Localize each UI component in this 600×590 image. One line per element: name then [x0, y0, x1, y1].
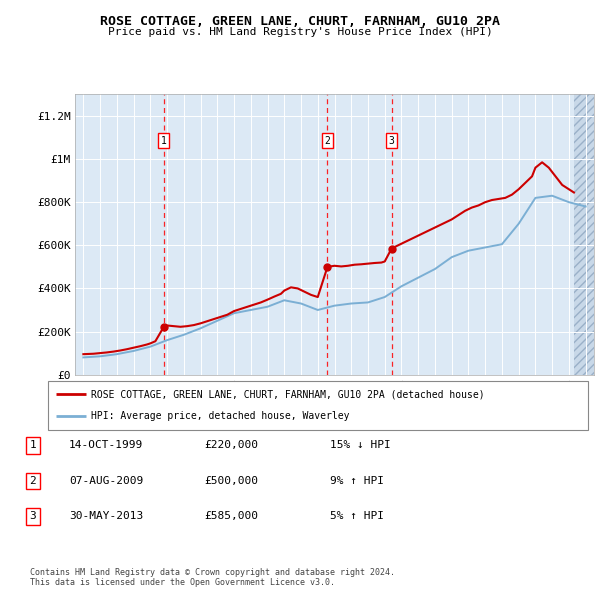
Text: 07-AUG-2009: 07-AUG-2009 [69, 476, 143, 486]
Text: 5% ↑ HPI: 5% ↑ HPI [330, 512, 384, 521]
FancyBboxPatch shape [48, 381, 588, 430]
Text: ROSE COTTAGE, GREEN LANE, CHURT, FARNHAM, GU10 2PA (detached house): ROSE COTTAGE, GREEN LANE, CHURT, FARNHAM… [91, 389, 485, 399]
Text: £500,000: £500,000 [204, 476, 258, 486]
Text: Price paid vs. HM Land Registry's House Price Index (HPI): Price paid vs. HM Land Registry's House … [107, 27, 493, 37]
Text: £585,000: £585,000 [204, 512, 258, 521]
Text: 2: 2 [29, 476, 37, 486]
Text: 9% ↑ HPI: 9% ↑ HPI [330, 476, 384, 486]
Text: Contains HM Land Registry data © Crown copyright and database right 2024.
This d: Contains HM Land Registry data © Crown c… [30, 568, 395, 587]
Text: 30-MAY-2013: 30-MAY-2013 [69, 512, 143, 521]
Text: ROSE COTTAGE, GREEN LANE, CHURT, FARNHAM, GU10 2PA: ROSE COTTAGE, GREEN LANE, CHURT, FARNHAM… [100, 15, 500, 28]
Text: 14-OCT-1999: 14-OCT-1999 [69, 441, 143, 450]
Bar [574, 94, 594, 375]
Text: HPI: Average price, detached house, Waverley: HPI: Average price, detached house, Wave… [91, 411, 350, 421]
Text: 1: 1 [29, 441, 37, 450]
Text: 2: 2 [325, 136, 331, 146]
Text: 3: 3 [29, 512, 37, 521]
Text: 3: 3 [389, 136, 395, 146]
Text: 15% ↓ HPI: 15% ↓ HPI [330, 441, 391, 450]
Text: £220,000: £220,000 [204, 441, 258, 450]
Text: 1: 1 [161, 136, 167, 146]
